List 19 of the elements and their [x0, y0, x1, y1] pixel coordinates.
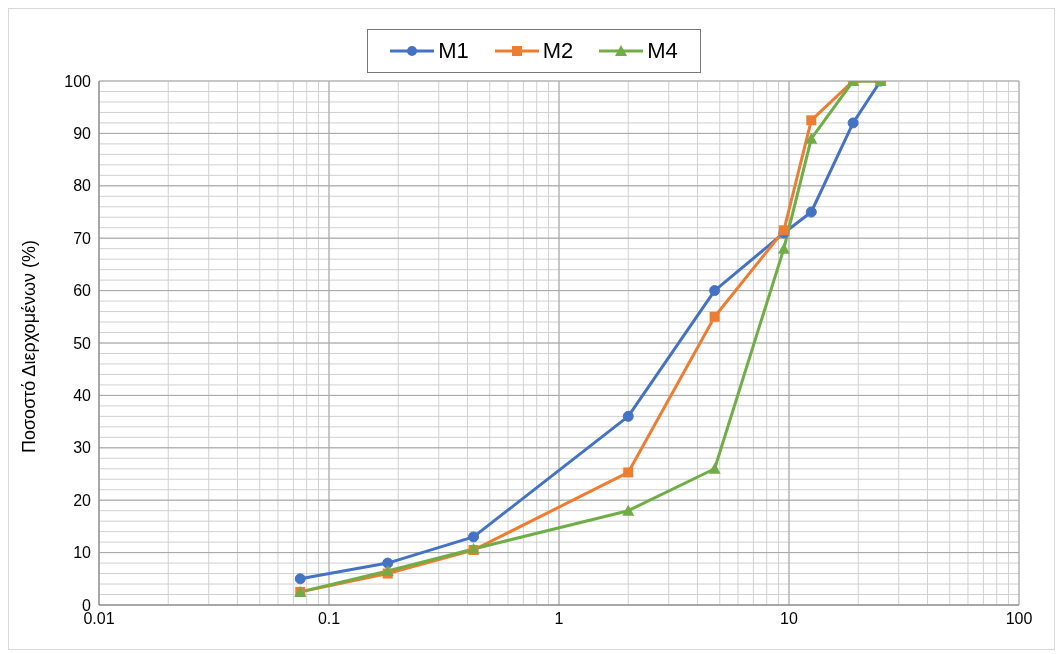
y-tick-label: 30 — [73, 439, 92, 457]
legend-label: M2 — [541, 38, 574, 64]
legend-label: M4 — [646, 38, 678, 64]
x-tick-label: 0.1 — [317, 610, 341, 628]
y-tick-label: 40 — [73, 387, 92, 405]
x-tick-label: 100 — [1005, 610, 1033, 628]
y-tick-label: 60 — [73, 282, 92, 300]
y-tick-label: 80 — [73, 177, 92, 195]
x-tick-label: 0.01 — [83, 610, 115, 628]
y-tick-label: 90 — [73, 125, 92, 143]
y-tick-label: 10 — [73, 544, 92, 562]
x-tick-label: 1 — [554, 610, 564, 628]
y-tick-label: 20 — [73, 491, 92, 509]
y-tick-label: 100 — [64, 72, 92, 90]
y-axis-title: Ποσοστό Διερχομένων (%) — [19, 239, 40, 453]
legend-label: M1 — [437, 38, 469, 64]
x-tick-label: 10 — [780, 610, 798, 628]
y-tick-label: 50 — [73, 334, 92, 352]
y-tick-label: 70 — [73, 229, 92, 247]
